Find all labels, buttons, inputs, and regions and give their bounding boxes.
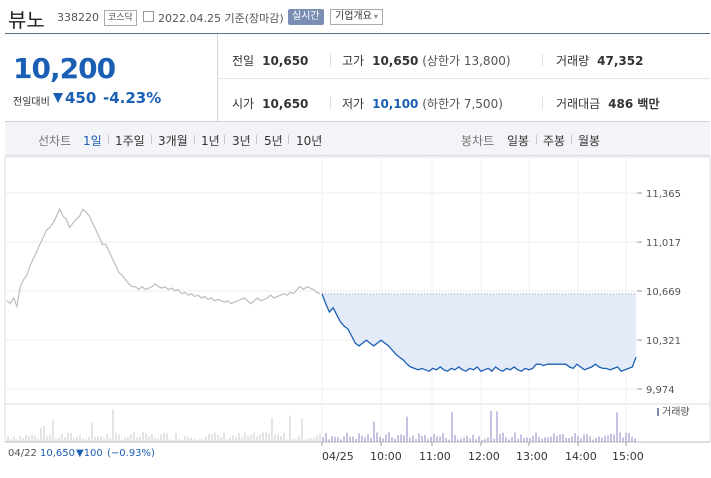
x-axis: 04/25 10:00 11:00 12:00 13:00 14:00 15:00 (321, 442, 644, 463)
price-area (322, 293, 636, 372)
footer-prev-change: ▼100 (76, 448, 103, 459)
divider (330, 54, 331, 66)
chart-tabs: 선차트 1일 1주일 3개월 1년 3년 5년 10년 봉차트 일봉 주봉 월봉 (5, 122, 710, 156)
tab-1y[interactable]: 1년 (201, 134, 220, 148)
tab-sep (256, 135, 257, 144)
tab-1w[interactable]: 1주일 (115, 134, 145, 148)
footer-prev-pct: (−0.93%) (107, 448, 155, 459)
tab-3m[interactable]: 3개월 (158, 134, 188, 148)
tab-10y[interactable]: 10년 (296, 134, 323, 148)
tab-3y[interactable]: 3년 (232, 134, 251, 148)
quote-date: 2022.04.25 기준(장마감) (158, 12, 284, 25)
chevron-down-icon: ▾ (373, 12, 378, 21)
line-chart-label: 선차트 (38, 134, 72, 148)
y-tick-label: 9,974 (646, 385, 675, 396)
tab-sep (194, 135, 195, 144)
volume-frame (4, 403, 711, 443)
calendar-icon (143, 11, 154, 22)
tab-1d[interactable]: 1일 (83, 134, 102, 148)
price-summary: 10,200 전일대비 450 -4.23% 전일 10,650 고가 10,650… (5, 34, 710, 122)
y-tick-label: 11,365 (646, 189, 681, 200)
tab-daily-candle[interactable]: 일봉 (507, 134, 530, 148)
divider (542, 54, 543, 66)
tab-weekly-candle[interactable]: 주봉 (543, 134, 566, 148)
chart-fill (322, 293, 636, 372)
change-value: 450 (65, 89, 97, 107)
company-overview-button[interactable]: 기업개요 ▾ (330, 9, 383, 25)
realtime-button[interactable]: 실시간 (288, 9, 324, 25)
footer-prev-price: 10,650 (40, 448, 75, 459)
volume: 거래량 47,352 (556, 54, 644, 68)
candle-chart-label: 봉차트 (461, 134, 495, 148)
trade-amount: 거래대금 486 백만 (556, 97, 660, 111)
chart-lines (6, 207, 637, 373)
tab-sep (571, 135, 572, 144)
x-tick-label: 15:00 (612, 450, 644, 463)
divider (330, 97, 331, 109)
footer-prev-date: 04/22 (8, 448, 37, 459)
y-tick-label: 10,669 (646, 287, 681, 298)
stock-code: 338220 (57, 11, 99, 24)
volume-bars: 거래량 (7, 406, 690, 442)
high-price: 고가 10,650 (상한가 13,800) (342, 54, 511, 68)
change-percent: -4.23% (103, 89, 162, 107)
x-tick-label: 11:00 (419, 450, 451, 463)
x-tick-label: 10:00 (370, 450, 402, 463)
tab-sep (288, 135, 289, 144)
divider (542, 97, 543, 109)
tab-monthly-candle[interactable]: 월봉 (578, 134, 601, 148)
market-badge: 코스닥 (104, 10, 137, 26)
stock-name: 뷰노 (8, 8, 45, 32)
current-price: 10,200 (13, 52, 116, 85)
tab-sep (224, 135, 225, 144)
y-tick-label: 11,017 (646, 238, 681, 249)
tab-5y[interactable]: 5년 (264, 134, 283, 148)
tab-sep (151, 135, 152, 144)
volume-label: 거래량 (662, 406, 690, 418)
down-arrow-icon (53, 93, 63, 103)
x-tick-label: 14:00 (565, 450, 597, 463)
open-price: 시가 10,650 (232, 97, 309, 111)
volume-legend-swatch (657, 408, 659, 416)
x-tick-label: 04/25 (322, 450, 354, 463)
low-price: 저가 10,100 (하한가 7,500) (342, 97, 503, 111)
stock-header: 뷰노 338220 코스닥 2022.04.25 기준(장마감) 실시간 기업개… (0, 0, 711, 34)
tab-sep (108, 135, 109, 144)
change-label: 전일대비 (13, 97, 50, 108)
y-tick-label: 10,321 (646, 336, 681, 347)
series-line-prev-day (6, 207, 321, 309)
tab-sep (536, 135, 537, 144)
x-tick-label: 13:00 (516, 450, 548, 463)
x-tick-label: 12:00 (468, 450, 500, 463)
series-line-today (321, 293, 637, 373)
header-divider (5, 33, 710, 34)
summary-row-divider (217, 78, 710, 79)
prev-close: 전일 10,650 (232, 54, 309, 68)
y-axis: 11,365 11,017 10,669 10,321 9,974 (637, 189, 681, 396)
